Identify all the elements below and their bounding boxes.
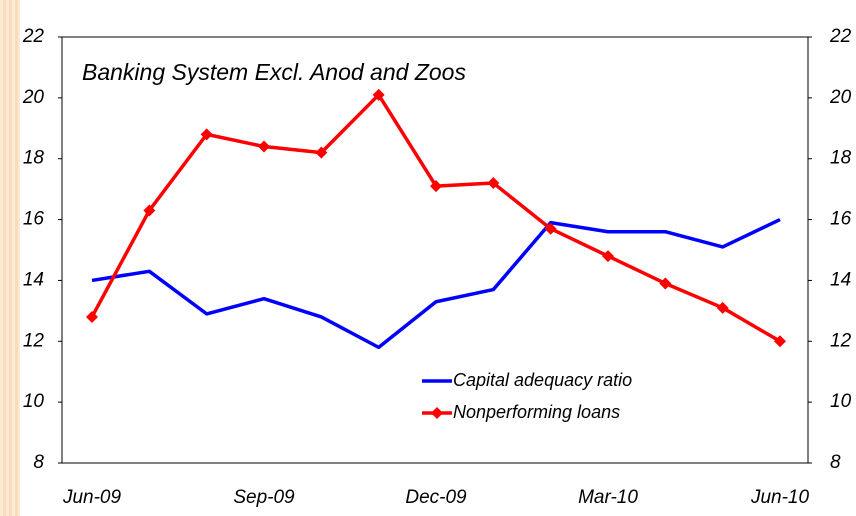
data-point: [258, 140, 270, 153]
data-point: [716, 301, 729, 314]
x-tick-label: Jun-10: [750, 487, 810, 508]
y2-tick-label: 20: [829, 87, 852, 108]
chart-title: Banking System Excl. Anod and Zoos: [82, 59, 466, 85]
data-point: [200, 128, 213, 141]
y2-tick-label: 14: [830, 269, 851, 290]
y2-tick-label: 10: [830, 391, 852, 412]
y-tick-label: 10: [23, 391, 45, 412]
y2-tick-label: 12: [830, 330, 852, 351]
legend-marker: [431, 407, 443, 419]
data-point: [315, 146, 328, 159]
data-point: [774, 335, 786, 348]
x-tick-label: Dec-09: [405, 487, 467, 508]
data-point: [544, 222, 557, 235]
data-point: [143, 204, 156, 217]
series-line: [91, 217, 781, 350]
data-point: [602, 250, 614, 263]
y-tick-label: 20: [22, 87, 45, 108]
plot-area: [61, 36, 809, 464]
legend-label: Capital adequacy ratio: [453, 370, 632, 390]
y2-tick-label: 16: [830, 209, 852, 230]
x-tick-label: Jun-09: [62, 487, 122, 508]
y2-tick-label: 22: [829, 26, 852, 47]
y-tick-label: 18: [23, 148, 45, 169]
data-point: [430, 180, 442, 193]
y-tick-label: 22: [22, 26, 45, 47]
legend-label: Nonperforming loans: [453, 402, 620, 422]
data-point: [372, 88, 385, 101]
y-tick-label: 12: [23, 330, 45, 351]
y2-tick-label: 18: [830, 148, 852, 169]
x-tick-label: Sep-09: [233, 487, 295, 508]
x-tick-label: Mar-10: [578, 487, 638, 508]
y-tick-label: 16: [23, 209, 45, 230]
data-point: [86, 310, 98, 323]
data-point: [659, 277, 672, 290]
y-tick-label: 8: [33, 452, 44, 473]
y2-tick-label: 8: [830, 452, 841, 473]
y-tick-label: 14: [23, 269, 44, 290]
data-point: [487, 177, 500, 190]
